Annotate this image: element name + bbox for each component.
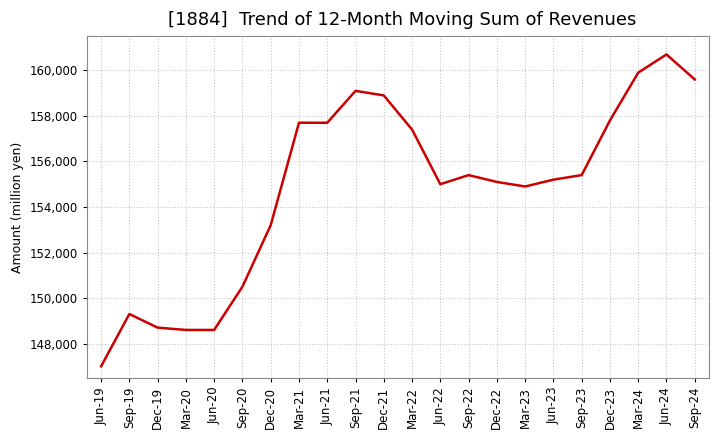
Y-axis label: Amount (million yen): Amount (million yen) [11, 141, 24, 273]
Text: [1884]  Trend of 12-Month Moving Sum of Revenues: [1884] Trend of 12-Month Moving Sum of R… [168, 11, 636, 29]
